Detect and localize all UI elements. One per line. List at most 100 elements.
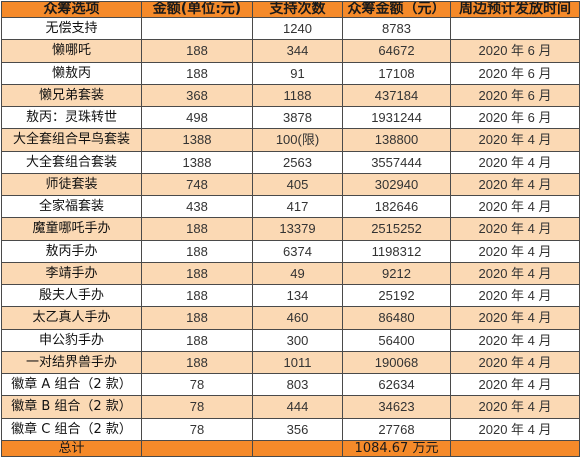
date-cell: 2020 年 4 月 (450, 217, 580, 241)
price-cell: 78 (141, 417, 253, 441)
price-cell: 498 (141, 105, 253, 130)
table-row: 李靖手办 188 49 9212 2020 年 4 月 (1, 261, 580, 286)
count-cell: 49 (252, 261, 343, 286)
date-cell: 2020 年 4 月 (450, 172, 580, 197)
price-cell: 188 (141, 283, 253, 308)
header-total: 众筹金额（元） (342, 1, 451, 18)
option-cell: 一对结界兽手办 (1, 350, 142, 375)
count-cell: 134 (252, 283, 343, 308)
date-cell: 2020 年 4 月 (450, 194, 580, 219)
total-cell: 190068 (342, 350, 451, 375)
price-cell: 188 (141, 328, 253, 352)
total-cell: 62634 (342, 372, 451, 397)
total-cell: 56400 (342, 328, 451, 352)
header-count: 支持次数 (252, 1, 343, 18)
date-cell: 2020 年 4 月 (450, 283, 580, 308)
table-header: 众筹选项 金额(单位:元) 支持次数 众筹金额（元） 周边预计发放时间 (1, 1, 580, 18)
date-cell: 2020 年 6 月 (450, 61, 580, 85)
option-cell: 师徒套装 (1, 172, 142, 197)
count-cell: 2563 (252, 150, 343, 174)
price-cell: 188 (141, 61, 253, 85)
total-cell: 1931244 (342, 105, 451, 130)
option-cell: 太乙真人手办 (1, 306, 142, 330)
date-cell: 2020 年 4 月 (450, 261, 580, 286)
table-row: 懒哪吒 188 344 64672 2020 年 6 月 (1, 39, 580, 63)
table-row: 太乙真人手办 188 460 86480 2020 年 4 月 (1, 306, 580, 330)
date-cell: 2020 年 4 月 (450, 128, 580, 152)
option-cell: 徽章 C 组合（2 款） (1, 417, 142, 441)
count-cell: 1240 (252, 16, 343, 41)
table-row: 申公豹手办 188 300 56400 2020 年 4 月 (1, 328, 580, 352)
total-amount: 1084.67 万元 (342, 440, 451, 457)
count-cell: 91 (252, 61, 343, 85)
option-cell: 殷夫人手办 (1, 283, 142, 308)
table-row: 大全套组合套装 1388 2563 3557444 2020 年 4 月 (1, 150, 580, 174)
price-cell: 1388 (141, 128, 253, 152)
total-cell: 34623 (342, 395, 451, 419)
table-row: 师徒套装 748 405 302940 2020 年 4 月 (1, 172, 580, 197)
header-option: 众筹选项 (1, 1, 142, 18)
option-cell: 懒哪吒 (1, 39, 142, 63)
date-cell: 2020 年 6 月 (450, 39, 580, 63)
total-cell: 138800 (342, 128, 451, 152)
count-cell: 3878 (252, 105, 343, 130)
total-cell: 27768 (342, 417, 451, 441)
total-empty-count (252, 440, 343, 457)
table-row: 徽章 A 组合（2 款） 78 803 62634 2020 年 4 月 (1, 372, 580, 397)
price-cell: 1388 (141, 150, 253, 174)
count-cell: 1188 (252, 83, 343, 108)
count-cell: 444 (252, 395, 343, 419)
price-cell: 78 (141, 395, 253, 419)
date-cell: 2020 年 4 月 (450, 239, 580, 263)
count-cell: 300 (252, 328, 343, 352)
date-cell (450, 16, 580, 41)
option-cell: 懒敖丙 (1, 61, 142, 85)
price-cell: 438 (141, 194, 253, 219)
option-cell: 魔童哪吒手办 (1, 217, 142, 241)
table-row: 懒兄弟套装 368 1188 437184 2020 年 6 月 (1, 83, 580, 108)
price-cell: 188 (141, 239, 253, 263)
table-row: 大全套组合早鸟套装 1388 100(限) 138800 2020 年 4 月 (1, 128, 580, 152)
date-cell: 2020 年 4 月 (450, 372, 580, 397)
count-cell: 1011 (252, 350, 343, 375)
price-cell: 188 (141, 350, 253, 375)
table-body: 无偿支持 1240 8783 懒哪吒 188 344 64672 2020 年 6 月懒敖丙 1… (1, 16, 580, 441)
count-cell: 803 (252, 372, 343, 397)
option-cell: 懒兄弟套装 (1, 83, 142, 108)
total-cell: 9212 (342, 261, 451, 286)
table-row: 徽章 B 组合（2 款） 78 444 34623 2020 年 4 月 (1, 395, 580, 419)
price-cell: 368 (141, 83, 253, 108)
total-empty-date (450, 440, 580, 457)
table-row: 敖丙：灵珠转世 498 3878 1931244 2020 年 6 月 (1, 105, 580, 130)
table-row: 殷夫人手办 188 134 25192 2020 年 4 月 (1, 283, 580, 308)
total-cell: 17108 (342, 61, 451, 85)
date-cell: 2020 年 6 月 (450, 105, 580, 130)
total-cell: 302940 (342, 172, 451, 197)
option-cell: 大全套组合套装 (1, 150, 142, 174)
option-cell: 徽章 B 组合（2 款） (1, 395, 142, 419)
date-cell: 2020 年 6 月 (450, 83, 580, 108)
count-cell: 405 (252, 172, 343, 197)
total-row: 总计 1084.67 万元 (1, 440, 580, 457)
table-row: 敖丙手办 188 6374 1198312 2020 年 4 月 (1, 239, 580, 263)
count-cell: 13379 (252, 217, 343, 241)
header-price: 金额(单位:元) (141, 1, 253, 18)
option-cell: 无偿支持 (1, 16, 142, 41)
option-cell: 徽章 A 组合（2 款） (1, 372, 142, 397)
count-cell: 100(限) (252, 128, 343, 152)
date-cell: 2020 年 4 月 (450, 417, 580, 441)
date-cell: 2020 年 4 月 (450, 150, 580, 174)
total-cell: 64672 (342, 39, 451, 63)
option-cell: 申公豹手办 (1, 328, 142, 352)
total-cell: 1198312 (342, 239, 451, 263)
option-cell: 全家福套装 (1, 194, 142, 219)
table-row: 全家福套装 438 417 182646 2020 年 4 月 (1, 194, 580, 219)
total-cell: 25192 (342, 283, 451, 308)
table-row: 无偿支持 1240 8783 (1, 16, 580, 41)
price-cell: 748 (141, 172, 253, 197)
total-cell: 8783 (342, 16, 451, 41)
option-cell: 敖丙：灵珠转世 (1, 105, 142, 130)
total-empty-price (141, 440, 253, 457)
table-row: 懒敖丙 188 91 17108 2020 年 6 月 (1, 61, 580, 85)
